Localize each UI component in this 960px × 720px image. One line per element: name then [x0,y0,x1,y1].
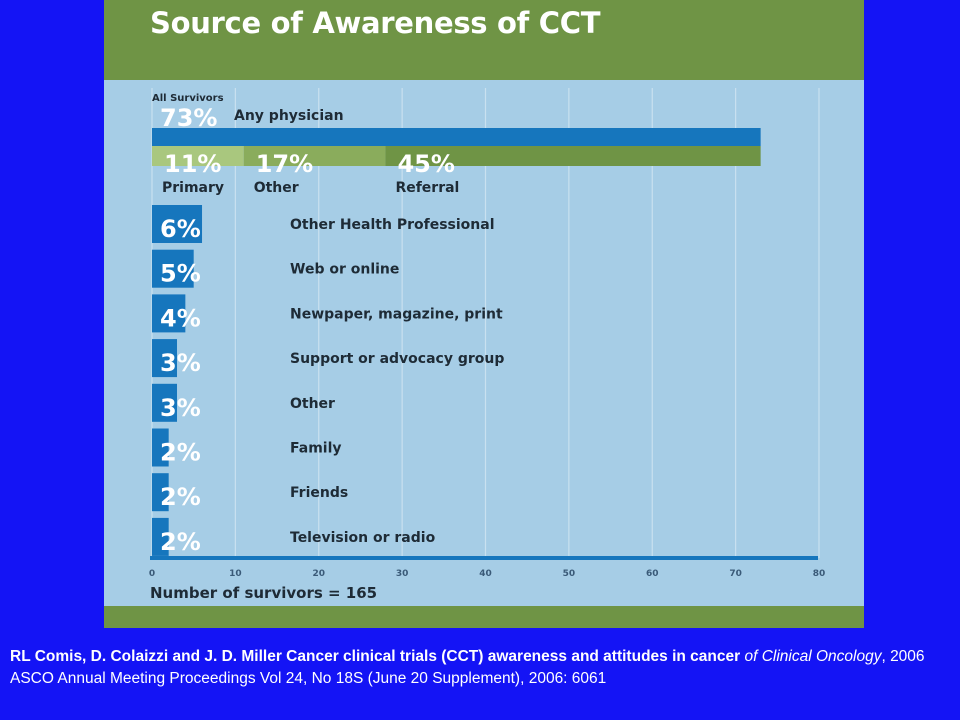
data-label-0: 6% [160,215,201,243]
bottom-band [104,606,864,628]
bar-2 [152,294,186,333]
bar-3 [152,339,178,378]
category-label-2: Newpaper, magazine, print [290,306,503,322]
chart-plot: 0 10 20 30 40 50 60 70 80 Number of survivors = 1… [149,88,826,602]
data-label-1: 5% [160,260,201,288]
x-tick-label: 80 [813,569,826,579]
category-label-4: Other [290,396,335,412]
x-tick-label: 10 [229,569,242,579]
bar-1 [152,249,194,288]
title-band: Source of Awareness of CCT [104,0,864,80]
data-label-2: 4% [160,304,201,332]
citation: RL Comis, D. Colaizzi and J. D. Miller C… [10,646,955,690]
x-tick-label: 30 [396,569,409,579]
bar-7 [152,517,169,556]
x-tick-label: 50 [563,569,576,579]
data-label-primary: 11% [164,150,221,178]
category-label-5: Family [290,441,342,457]
chart-figure: Source of Awareness of CCT 0 10 20 30 40 50 60… [104,0,864,628]
group-label: All Survivors [152,93,224,104]
x-tick-label: 20 [312,569,325,579]
data-label-4: 3% [160,394,201,422]
category-label-7: Television or radio [290,530,436,546]
bar-any-physician [152,128,761,146]
data-label-7: 2% [160,528,201,556]
bar-segment-primary [152,146,244,166]
segment-label-referral: Referral [395,180,459,196]
data-label-referral: 45% [397,150,454,178]
citation-journal: of Clinical Oncology [744,648,882,665]
bar-0 [152,205,203,243]
category-label-1: Web or online [290,262,399,278]
x-tick-label: 70 [729,569,742,579]
data-label-any-physician: 73% [160,104,217,132]
bar-segment-referral [385,146,761,166]
x-axis-label: Number of survivors = 165 [150,584,377,602]
data-label-other: 17% [256,150,313,178]
bar-5 [152,428,169,467]
x-tick-label: 0 [149,569,155,579]
chart-title: Source of Awareness of CCT [150,6,601,40]
bar-segment-other [243,146,386,166]
citation-authors-title: RL Comis, D. Colaizzi and J. D. Miller C… [10,648,741,665]
category-label-6: Friends [290,485,348,501]
bar-4 [152,383,178,422]
bar-6 [152,473,169,512]
x-tick-label: 60 [646,569,659,579]
data-label-5: 2% [160,439,201,467]
segment-label-other: Other [254,180,299,196]
citation-details: , 2006 ASCO Annual Meeting Proceedings V… [10,648,925,687]
category-label-3: Support or advocacy group [290,351,504,367]
category-label-any-physician: Any physician [234,108,344,124]
category-label-0: Other Health Professional [290,217,495,233]
data-label-6: 2% [160,483,201,511]
x-tick-label: 40 [479,569,492,579]
data-label-3: 3% [160,349,201,377]
segment-label-primary: Primary [162,180,224,196]
